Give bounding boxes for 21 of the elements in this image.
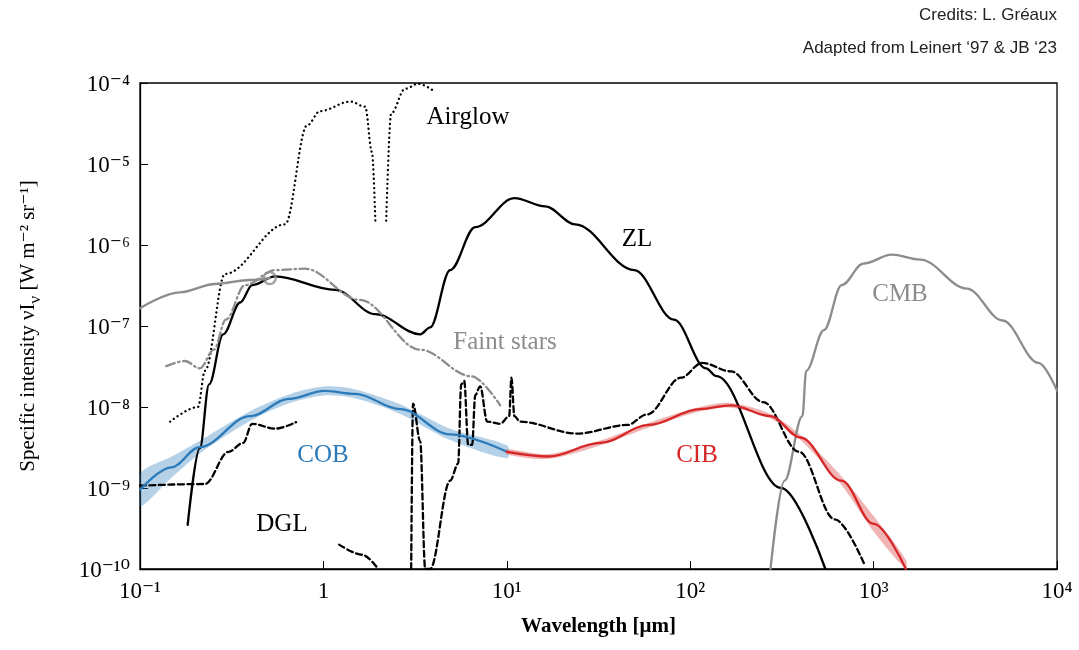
series-label: ZL <box>621 223 653 251</box>
x-tick-label: 10⁴ <box>1041 578 1073 603</box>
series-label: CIB <box>676 439 718 467</box>
y-tick-label: 10⁻⁴ <box>86 70 130 96</box>
series-label: DGL <box>256 508 308 536</box>
x-tick-label: 1 <box>317 578 330 603</box>
series-label: COB <box>297 439 349 467</box>
text: Credits: L. Gréaux <box>919 5 1058 24</box>
series-label: CMB <box>872 278 928 306</box>
y-tick-label: 10⁻⁸ <box>86 394 130 420</box>
y-tick-label: 10⁻⁷ <box>86 313 130 339</box>
x-tick-label: 10³ <box>858 578 889 603</box>
series-label: Airglow <box>426 101 510 129</box>
y-tick-label: 10⁻⁹ <box>86 475 130 501</box>
series-label: Faint stars <box>453 326 557 354</box>
x-tick-label: 10¹ <box>491 578 522 603</box>
text: Adapted from Leinert ‘97 & JB ‘23 <box>802 38 1057 57</box>
x-axis-title: Wavelength [μm] <box>521 612 676 637</box>
y-tick-label: 10⁻⁶ <box>86 232 130 258</box>
x-tick-label: 10² <box>675 578 706 603</box>
y-tick-label: 10⁻⁵ <box>86 151 130 177</box>
